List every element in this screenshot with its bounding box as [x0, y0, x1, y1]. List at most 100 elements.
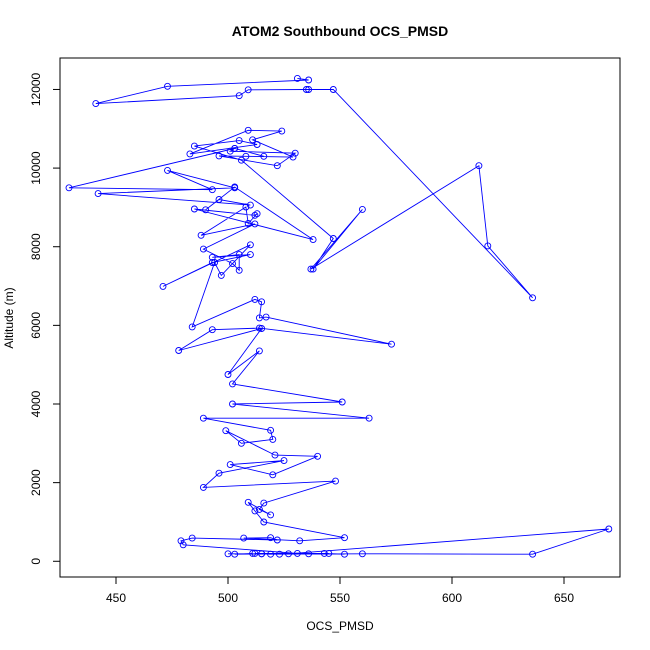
- data-point: [177, 537, 185, 545]
- data-point: [235, 92, 243, 100]
- data-point: [267, 511, 275, 519]
- data-point: [293, 549, 301, 557]
- data-point: [329, 235, 337, 242]
- data-point: [215, 152, 223, 160]
- data-point: [251, 295, 259, 303]
- data-point: [244, 126, 252, 134]
- data-point: [224, 550, 232, 558]
- data-point: [215, 469, 223, 477]
- data-point: [215, 196, 223, 203]
- data-point: [278, 127, 286, 135]
- series-line: [68, 77, 609, 555]
- data-point: [305, 86, 313, 93]
- data-point: [305, 550, 313, 558]
- data-point: [293, 74, 301, 82]
- data-point: [605, 525, 613, 533]
- y-tick-label: 8000: [29, 233, 43, 260]
- data-point: [222, 427, 230, 435]
- x-tick-label: 600: [442, 591, 462, 605]
- x-axis-label: OCS_PMSD: [306, 619, 374, 633]
- data-point: [179, 541, 187, 549]
- data-point: [226, 461, 234, 469]
- data-point: [262, 313, 270, 321]
- y-axis: 0 2000 4000 6000 8000 10000 12000: [29, 72, 61, 565]
- data-point: [244, 498, 252, 506]
- data-point: [251, 211, 259, 219]
- data-point: [251, 220, 259, 228]
- data-point: [188, 534, 196, 542]
- data-point: [332, 477, 339, 485]
- data-point: [251, 507, 259, 515]
- data-point: [260, 152, 268, 160]
- data-point: [208, 326, 216, 334]
- x-tick-label: 500: [218, 591, 238, 605]
- data-point: [175, 347, 183, 354]
- data-point: [258, 325, 266, 332]
- data-point: [358, 205, 366, 213]
- data-point: [358, 550, 366, 558]
- data-point: [244, 220, 252, 227]
- data-point: [267, 534, 275, 542]
- data-point: [255, 347, 263, 355]
- x-tick-label: 450: [106, 591, 126, 605]
- data-point: [267, 426, 275, 434]
- data-point: [253, 210, 261, 218]
- data-point: [199, 414, 207, 422]
- data-point: [92, 100, 100, 108]
- data-point: [164, 166, 171, 174]
- data-point: [229, 380, 236, 388]
- data-point: [296, 537, 304, 545]
- data-point: [309, 265, 317, 273]
- y-tick-label: 0: [29, 558, 43, 565]
- data-point: [94, 190, 102, 198]
- data-point: [302, 86, 310, 93]
- data-point: [208, 186, 216, 194]
- data-point: [231, 183, 239, 191]
- data-point: [289, 153, 297, 161]
- data-point: [388, 340, 395, 348]
- data-point: [309, 236, 317, 244]
- data-point: [242, 203, 250, 211]
- data-point: [325, 549, 333, 557]
- data-point: [231, 144, 239, 152]
- data-point: [365, 414, 373, 422]
- data-point: [229, 260, 236, 268]
- data-point: [237, 156, 245, 164]
- data-point: [305, 76, 313, 84]
- x-tick-label: 550: [330, 591, 350, 605]
- y-tick-label: 6000: [29, 312, 43, 339]
- data-point: [197, 231, 205, 239]
- data-point: [307, 265, 315, 273]
- data-point: [320, 549, 328, 557]
- data-point: [246, 241, 254, 249]
- data-point: [341, 550, 348, 558]
- data-point: [211, 259, 219, 266]
- data-point: [260, 499, 268, 507]
- data-point: [280, 457, 288, 465]
- data-point: [291, 149, 299, 157]
- data-point: [65, 184, 73, 192]
- chart-title: ATOM2 Southbound OCS_PMSD: [232, 23, 448, 39]
- data-point: [246, 201, 254, 209]
- data-point: [529, 294, 537, 302]
- x-tick-label: 650: [554, 591, 574, 605]
- data-point: [338, 398, 346, 406]
- data-point: [231, 550, 239, 558]
- data-point: [199, 483, 207, 491]
- series-layer: [65, 74, 613, 558]
- y-tick-label: 2000: [29, 469, 43, 496]
- data-point: [258, 550, 266, 558]
- data-point: [253, 141, 261, 148]
- data-point: [267, 550, 275, 558]
- data-point: [276, 550, 283, 558]
- data-point: [208, 259, 216, 266]
- data-point: [341, 534, 348, 542]
- data-point: [271, 451, 279, 459]
- data-point: [237, 439, 245, 447]
- data-point: [188, 323, 196, 331]
- x-axis: 450 500 550 600 650: [106, 576, 574, 605]
- data-point: [159, 282, 167, 290]
- y-tick-label: 10000: [29, 151, 43, 185]
- data-point: [199, 245, 207, 253]
